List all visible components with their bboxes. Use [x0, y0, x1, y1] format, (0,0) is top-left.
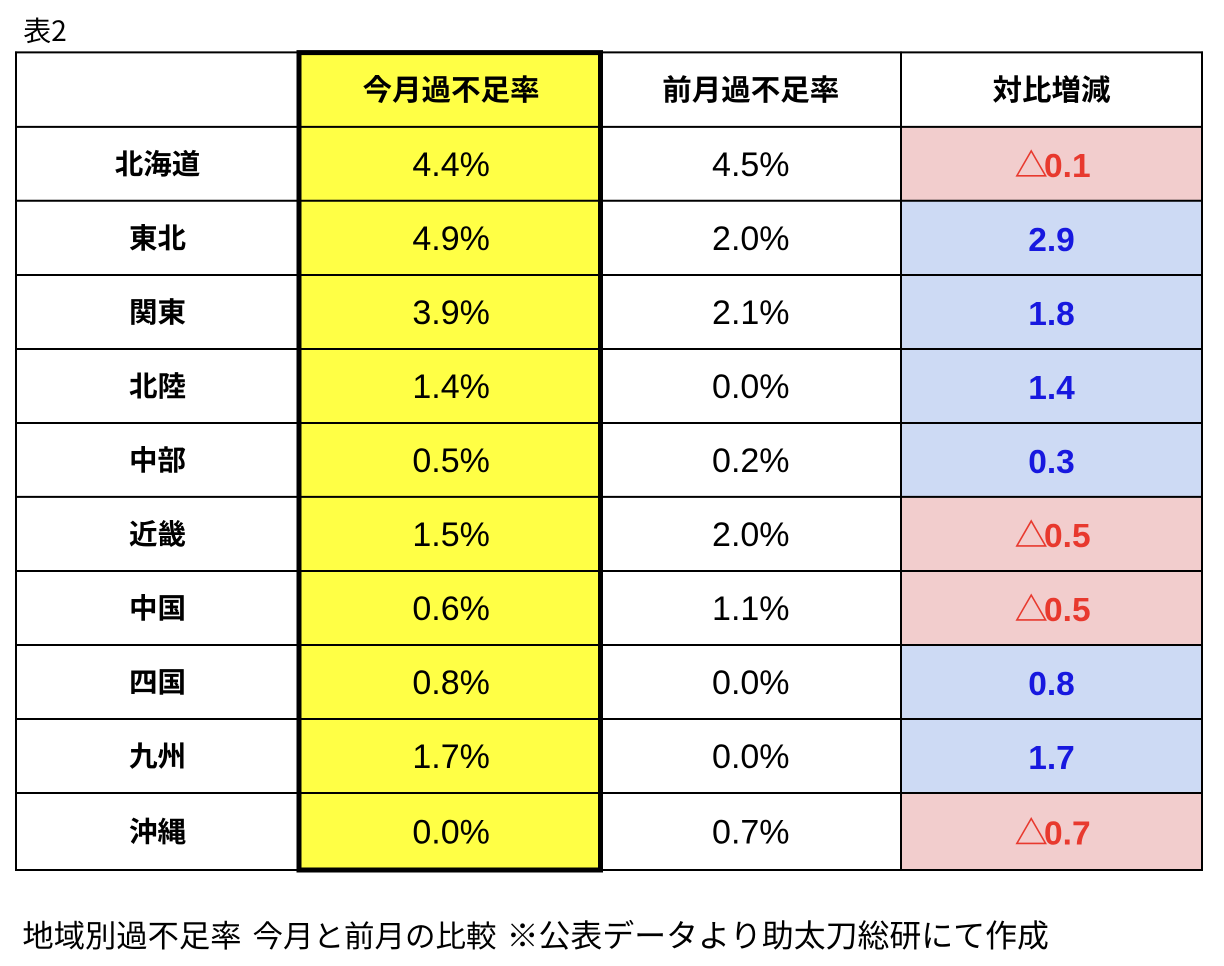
svg-text:0.1: 0.1 [1044, 148, 1091, 185]
svg-text:2.0%: 2.0% [712, 220, 790, 258]
svg-text:3.9%: 3.9% [412, 294, 490, 332]
svg-text:1.4%: 1.4% [412, 368, 490, 406]
svg-text:0.5%: 0.5% [412, 442, 490, 480]
svg-text:0.5: 0.5 [1044, 518, 1091, 555]
svg-text:1.5%: 1.5% [412, 516, 490, 554]
svg-text:0.0%: 0.0% [712, 664, 790, 702]
svg-text:1.7: 1.7 [1028, 740, 1075, 777]
svg-text:2.0%: 2.0% [712, 516, 790, 554]
svg-text:0.6%: 0.6% [412, 590, 490, 628]
svg-text:4.9%: 4.9% [412, 220, 490, 258]
svg-text:0.0%: 0.0% [712, 368, 790, 406]
svg-text:0.5: 0.5 [1044, 592, 1091, 629]
svg-text:0.7%: 0.7% [712, 814, 790, 852]
svg-text:4.5%: 4.5% [712, 146, 790, 184]
svg-text:0.0%: 0.0% [412, 814, 490, 852]
svg-text:1.8: 1.8 [1028, 296, 1075, 333]
svg-text:0.7: 0.7 [1044, 816, 1091, 853]
svg-text:1.1%: 1.1% [712, 590, 790, 628]
svg-text:2.1%: 2.1% [712, 294, 790, 332]
svg-text:0.3: 0.3 [1028, 444, 1075, 481]
svg-text:0.0%: 0.0% [712, 738, 790, 776]
svg-text:2.9: 2.9 [1028, 222, 1075, 259]
svg-text:1.7%: 1.7% [412, 738, 490, 776]
svg-text:0.8: 0.8 [1028, 666, 1075, 703]
svg-text:4.4%: 4.4% [412, 146, 490, 184]
svg-text:0.2%: 0.2% [712, 442, 790, 480]
svg-text:0.8%: 0.8% [412, 664, 490, 702]
svg-text:1.4: 1.4 [1028, 370, 1075, 407]
